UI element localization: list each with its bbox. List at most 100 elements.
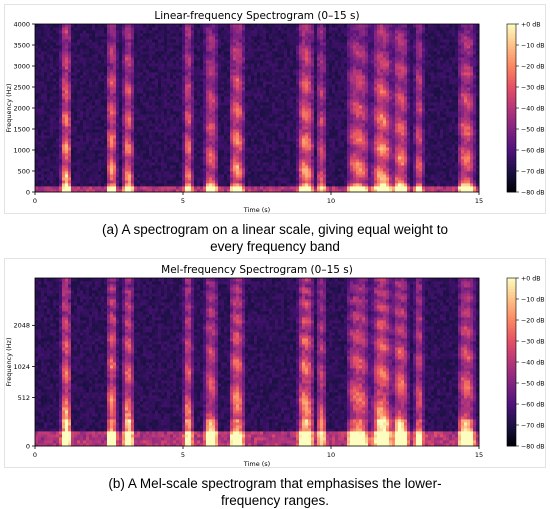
- linear-heatmap-cell: [74, 180, 78, 184]
- linear-heatmap-cell: [263, 114, 267, 118]
- linear-heatmap-cell: [299, 123, 303, 127]
- linear-heatmap-cell: [101, 60, 105, 64]
- linear-heatmap-cell: [263, 189, 267, 193]
- linear-heatmap-cell: [140, 24, 144, 28]
- linear-heatmap-cell: [125, 153, 129, 157]
- linear-heatmap-cell: [80, 114, 84, 118]
- linear-heatmap-cell: [41, 126, 45, 130]
- linear-heatmap-cell: [185, 165, 189, 169]
- linear-heatmap-cell: [113, 60, 117, 64]
- linear-heatmap-cell: [281, 39, 285, 43]
- linear-heatmap-cell: [230, 63, 234, 67]
- linear-heatmap-cell: [113, 180, 117, 184]
- linear-heatmap-cell: [47, 39, 51, 43]
- linear-heatmap-cell: [116, 108, 120, 112]
- linear-heatmap-cell: [254, 168, 258, 172]
- linear-heatmap-cell: [206, 93, 210, 97]
- linear-heatmap-cell: [218, 57, 222, 61]
- linear-heatmap-cell: [287, 72, 291, 76]
- linear-heatmap-cell: [233, 90, 237, 94]
- linear-heatmap-cell: [251, 132, 255, 136]
- linear-heatmap-cell: [113, 120, 117, 124]
- linear-heatmap-cell: [122, 90, 126, 94]
- linear-heatmap-cell: [206, 96, 210, 100]
- linear-heatmap-cell: [218, 168, 222, 172]
- linear-heatmap-cell: [86, 180, 90, 184]
- linear-heatmap-cell: [221, 87, 225, 91]
- linear-heatmap-cell: [107, 105, 111, 109]
- linear-heatmap-cell: [167, 177, 171, 181]
- linear-heatmap-cell: [227, 66, 231, 70]
- linear-heatmap-cell: [41, 135, 45, 139]
- linear-heatmap-cell: [80, 72, 84, 76]
- linear-heatmap-cell: [302, 186, 306, 190]
- linear-heatmap-cell: [116, 156, 120, 160]
- linear-heatmap-cell: [242, 108, 246, 112]
- linear-heatmap-cell: [200, 177, 204, 181]
- linear-heatmap-cell: [284, 111, 288, 115]
- linear-heatmap-cell: [98, 81, 102, 85]
- linear-heatmap-cell: [281, 42, 285, 46]
- linear-heatmap-cell: [209, 48, 213, 52]
- linear-heatmap-cell: [44, 120, 48, 124]
- linear-heatmap-cell: [296, 87, 300, 91]
- linear-heatmap-cell: [197, 102, 201, 106]
- linear-heatmap-cell: [125, 189, 129, 193]
- linear-heatmap-cell: [143, 81, 147, 85]
- linear-heatmap-cell: [119, 165, 123, 169]
- linear-heatmap-cell: [152, 150, 156, 154]
- linear-heatmap-cell: [233, 126, 237, 130]
- linear-heatmap-cell: [188, 108, 192, 112]
- linear-heatmap-cell: [74, 171, 78, 175]
- linear-heatmap-cell: [59, 177, 63, 181]
- linear-heatmap-cell: [119, 153, 123, 157]
- linear-heatmap-cell: [188, 57, 192, 61]
- linear-heatmap-cell: [224, 63, 228, 67]
- linear-heatmap-cell: [266, 186, 270, 190]
- linear-heatmap-cell: [68, 186, 72, 190]
- linear-heatmap-cell: [119, 57, 123, 61]
- linear-heatmap-cell: [146, 156, 150, 160]
- linear-heatmap-cell: [161, 177, 165, 181]
- linear-heatmap-cell: [170, 36, 174, 40]
- linear-heatmap-cell: [173, 84, 177, 88]
- linear-heatmap-cell: [188, 126, 192, 130]
- linear-heatmap-cell: [200, 39, 204, 43]
- linear-heatmap-cell: [185, 84, 189, 88]
- linear-heatmap-cell: [242, 54, 246, 58]
- linear-heatmap-cell: [203, 153, 207, 157]
- linear-heatmap-cell: [98, 48, 102, 52]
- linear-heatmap-cell: [179, 135, 183, 139]
- linear-heatmap-cell: [74, 57, 78, 61]
- linear-heatmap-cell: [38, 183, 42, 187]
- linear-heatmap-cell: [134, 75, 138, 79]
- linear-heatmap-cell: [140, 177, 144, 181]
- linear-heatmap-cell: [287, 63, 291, 67]
- linear-heatmap-cell: [272, 135, 276, 139]
- linear-heatmap-cell: [200, 45, 204, 49]
- linear-heatmap-cell: [224, 36, 228, 40]
- linear-heatmap-cell: [83, 69, 87, 73]
- linear-heatmap-cell: [164, 36, 168, 40]
- linear-heatmap-cell: [257, 150, 261, 154]
- linear-heatmap-cell: [167, 168, 171, 172]
- linear-heatmap-cell: [122, 135, 126, 139]
- linear-heatmap-cell: [251, 186, 255, 190]
- linear-heatmap-cell: [260, 132, 264, 136]
- linear-heatmap-cell: [290, 153, 294, 157]
- linear-heatmap-cell: [215, 156, 219, 160]
- linear-heatmap-cell: [233, 171, 237, 175]
- linear-heatmap-cell: [35, 75, 39, 79]
- linear-heatmap-cell: [47, 123, 51, 127]
- linear-heatmap-cell: [257, 75, 261, 79]
- linear-heatmap-cell: [251, 96, 255, 100]
- linear-heatmap-cell: [56, 171, 60, 175]
- linear-heatmap-cell: [284, 135, 288, 139]
- linear-heatmap-cell: [212, 117, 216, 121]
- linear-heatmap-cell: [290, 120, 294, 124]
- linear-heatmap-cell: [194, 162, 198, 166]
- linear-heatmap-cell: [191, 96, 195, 100]
- linear-heatmap-cell: [194, 90, 198, 94]
- linear-heatmap-cell: [101, 57, 105, 61]
- linear-heatmap-cell: [179, 189, 183, 193]
